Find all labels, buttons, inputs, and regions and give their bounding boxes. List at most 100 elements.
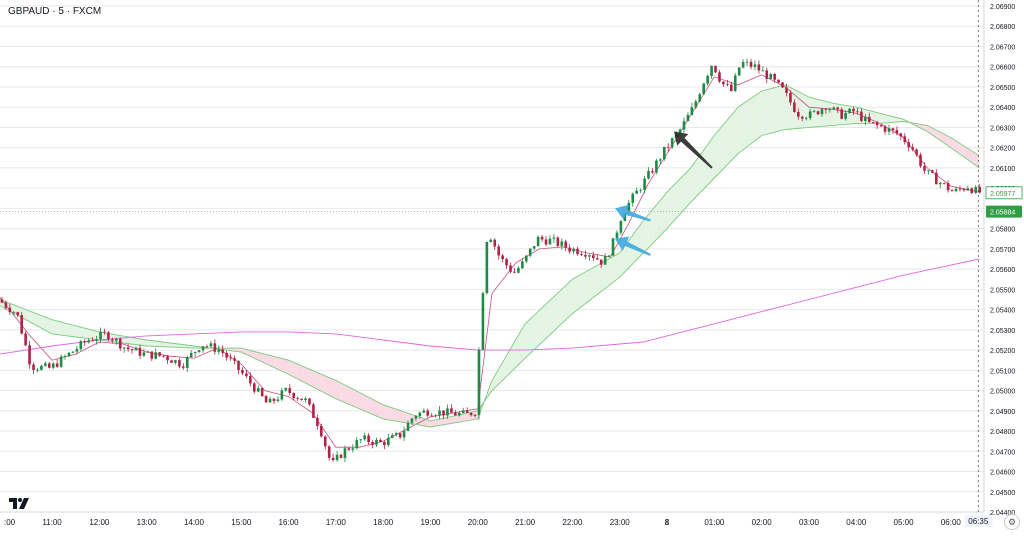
bull-band-fill (685, 171, 687, 208)
bull-band-fill (51, 319, 53, 334)
time-tick-label: 03:00 (799, 518, 820, 527)
candle-down (880, 125, 883, 126)
price-tick-label: 2.04500 (990, 490, 1015, 497)
candle-up (832, 107, 835, 109)
candle-down (860, 112, 863, 121)
bear-band-fill (394, 408, 396, 421)
candle-down (328, 446, 331, 457)
bull-band-fill (83, 328, 85, 338)
bull-band-fill (524, 323, 526, 360)
price-tick-label: 2.06700 (990, 44, 1015, 51)
bull-band-fill (766, 89, 768, 134)
gear-icon[interactable]: ⚙ (1004, 514, 1020, 530)
price-tick-label: 2.05200 (990, 348, 1015, 355)
bull-band-fill (147, 340, 149, 346)
bull-band-fill (612, 256, 614, 283)
candle-up (691, 107, 694, 115)
candle-down (876, 122, 879, 125)
candle-down (789, 93, 792, 103)
candle-up (64, 356, 67, 357)
time-tick-label: 13:00 (137, 518, 158, 527)
bull-band-fill (583, 272, 585, 306)
candle-up (671, 138, 674, 147)
candle-down (750, 62, 753, 67)
candle-up (659, 159, 662, 160)
candle-up (490, 240, 493, 242)
candle-up (87, 340, 90, 342)
bull-band-fill (519, 330, 521, 364)
bull-band-fill (548, 300, 550, 337)
candle-down (497, 246, 500, 255)
bull-band-fill (44, 317, 46, 331)
candle-up (285, 388, 288, 390)
bear-band-fill (284, 359, 286, 373)
bull-band-fill (624, 243, 626, 272)
candle-down (726, 84, 729, 85)
candle-up (616, 233, 619, 239)
bull-band-fill (556, 293, 558, 330)
bull-band-fill (543, 304, 545, 341)
candle-down (450, 408, 453, 412)
candle-up (809, 111, 812, 118)
bull-band-fill (659, 199, 661, 237)
bull-band-fill (835, 104, 837, 126)
bull-band-fill (644, 217, 646, 252)
price-tick-label: 2.06900 (990, 4, 1015, 11)
candle-up (821, 109, 824, 114)
bull-band-fill (49, 319, 51, 334)
candle-up (478, 350, 481, 415)
candle-down (584, 255, 587, 257)
time-tick-label: 14:00 (184, 518, 205, 527)
bear-band-fill (399, 410, 401, 422)
candle-down (170, 360, 173, 363)
bull-band-fill (76, 326, 78, 337)
bull-band-fill (588, 269, 590, 302)
bear-band-fill (379, 403, 381, 419)
candle-up (407, 423, 410, 431)
price-tick-label: 2.05000 (990, 389, 1015, 396)
time-tick-label: 16:00 (279, 518, 300, 527)
candle-down (379, 440, 382, 442)
candle-down (541, 237, 544, 240)
bull-band-fill (744, 101, 746, 149)
bull-band-fill (61, 322, 63, 335)
candle-down (781, 82, 784, 87)
bull-band-fill (676, 181, 678, 219)
candle-up (769, 74, 772, 79)
candle-down (505, 259, 508, 265)
bull-band-fill (752, 96, 754, 143)
bear-band-fill (331, 378, 333, 397)
bull-band-fill (570, 279, 572, 316)
bear-band-fill (357, 392, 359, 409)
bull-band-fill (761, 90, 763, 135)
bear-band-fill (318, 373, 320, 391)
candle-down (501, 255, 504, 259)
bull-band-fill (698, 155, 700, 195)
candle-up (635, 191, 638, 194)
bull-band-fill (157, 341, 159, 346)
bull-band-fill (563, 286, 565, 323)
bull-band-fill (514, 338, 516, 369)
candle-down (182, 366, 185, 367)
bull-band-fill (715, 132, 717, 178)
candle-up (355, 440, 358, 448)
bear-band-fill (367, 397, 369, 414)
bull-band-fill (73, 325, 75, 337)
bear-band-fill (267, 355, 269, 366)
bear-band-fill (294, 362, 296, 378)
time-tick-label: 21:00 (515, 518, 536, 527)
bear-band-fill (279, 358, 281, 371)
candle-down (32, 365, 35, 370)
bear-band-fill (299, 365, 301, 381)
candle-down (241, 370, 244, 373)
bear-band-fill (277, 357, 279, 370)
candle-up (115, 339, 118, 341)
bear-band-fill (375, 400, 377, 416)
bull-band-fill (666, 191, 668, 230)
candle-up (698, 94, 701, 101)
candle-up (387, 438, 390, 445)
candle-up (395, 433, 398, 435)
bull-band-fill (529, 318, 531, 355)
